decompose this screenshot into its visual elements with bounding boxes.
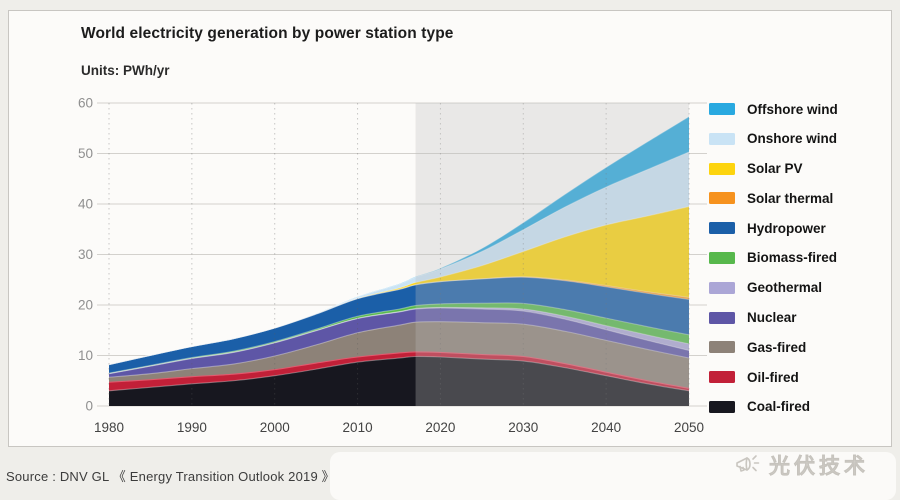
edge-solar-thermal — [108, 276, 690, 366]
forecast-overlay — [415, 103, 689, 406]
edge-solar-pv — [108, 205, 690, 366]
edge-gas-fired — [108, 321, 690, 378]
footer-white-panel — [330, 452, 896, 500]
area-coal-fired — [109, 356, 689, 406]
legend-item-gas-fired: Gas-fired — [709, 339, 889, 355]
legend-label-hydropower: Hydropower — [747, 220, 826, 236]
edge-hydropower — [108, 276, 690, 366]
chart-legend: Offshore wind Onshore wind Solar PV Solar t… — [709, 101, 889, 415]
legend-swatch-nuclear — [709, 311, 735, 324]
legend-label-offshore-wind: Offshore wind — [747, 101, 838, 117]
edge-biomass-fired — [108, 302, 690, 374]
legend-label-onshore-wind: Onshore wind — [747, 131, 838, 147]
legend-swatch-geothermal — [709, 281, 735, 294]
source-text: Source : DNV GL 《 Energy Transition Outl… — [6, 469, 335, 484]
chart-title: World electricity generation by power st… — [81, 25, 454, 42]
legend-item-nuclear: Nuclear — [709, 310, 889, 326]
legend-item-coal-fired: Coal-fired — [709, 399, 889, 415]
legend-label-coal-fired: Coal-fired — [747, 399, 811, 415]
x-tick-label-2050: 2050 — [674, 420, 704, 435]
legend-swatch-gas-fired — [709, 341, 735, 354]
legend-swatch-biomass-fired — [709, 251, 735, 264]
legend-item-oil-fired: Oil-fired — [709, 369, 889, 385]
legend-label-solar-pv: Solar PV — [747, 161, 803, 177]
legend-item-onshore-wind: Onshore wind — [709, 131, 889, 147]
x-tick-label-1990: 1990 — [177, 420, 207, 435]
legend-label-biomass-fired: Biomass-fired — [747, 250, 838, 266]
edge-offshore-wind — [108, 116, 690, 366]
watermark-text: 光伏技术 — [769, 455, 869, 479]
legend-swatch-coal-fired — [709, 400, 735, 413]
legend-item-biomass-fired: Biomass-fired — [709, 250, 889, 266]
legend-label-solar-thermal: Solar thermal — [747, 190, 834, 206]
legend-item-solar-thermal: Solar thermal — [709, 190, 889, 206]
legend-label-oil-fired: Oil-fired — [747, 369, 799, 385]
legend-item-solar-pv: Solar PV — [709, 161, 889, 177]
x-tick-label-2040: 2040 — [591, 420, 621, 435]
y-tick-label-0: 0 — [85, 399, 93, 414]
legend-swatch-onshore-wind — [709, 132, 735, 145]
legend-item-hydropower: Hydropower — [709, 220, 889, 236]
edge-onshore-wind — [108, 151, 690, 366]
y-tick-label-50: 50 — [78, 146, 93, 161]
plot-area — [108, 103, 690, 406]
watermark-logo: 光伏技术 — [733, 450, 869, 480]
legend-label-nuclear: Nuclear — [747, 310, 797, 326]
y-tick-label-20: 20 — [78, 298, 93, 313]
x-tick-label-2020: 2020 — [425, 420, 455, 435]
edge-oil-fired — [108, 351, 690, 389]
legend-swatch-hydropower — [709, 222, 735, 235]
legend-swatch-offshore-wind — [709, 103, 735, 115]
legend-swatch-oil-fired — [709, 371, 735, 384]
y-tick-label-10: 10 — [78, 348, 93, 363]
megaphone-icon — [736, 455, 760, 472]
y-tick-label-60: 60 — [78, 96, 93, 111]
y-tick-label-30: 30 — [78, 247, 93, 262]
edge-geothermal — [108, 306, 690, 375]
x-tick-label-2000: 2000 — [260, 420, 290, 435]
y-tick-label-40: 40 — [78, 197, 93, 212]
x-tick-label-2030: 2030 — [508, 420, 538, 435]
legend-item-geothermal: Geothermal — [709, 280, 889, 296]
legend-item-offshore-wind: Offshore wind — [709, 101, 889, 117]
legend-swatch-solar-pv — [709, 162, 735, 175]
edge-nuclear — [108, 307, 690, 375]
legend-label-gas-fired: Gas-fired — [747, 339, 807, 355]
legend-label-geothermal: Geothermal — [747, 280, 823, 296]
chart-card: World electricity generation by power st… — [8, 10, 892, 447]
x-tick-label-2010: 2010 — [343, 420, 373, 435]
edge-coal-fired — [108, 355, 690, 392]
legend-swatch-solar-thermal — [709, 192, 735, 205]
chart-units-label: Units: PWh/yr — [81, 63, 170, 78]
x-tick-label-1980: 1980 — [94, 420, 124, 435]
